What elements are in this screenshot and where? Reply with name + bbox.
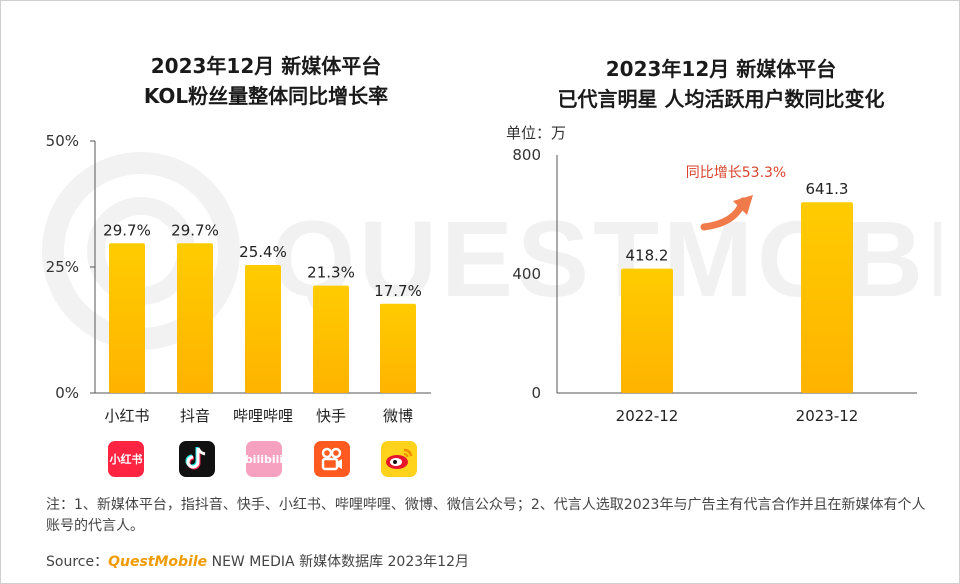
- right-ytick-label: 800: [512, 146, 541, 164]
- douyin-note-glyph: [185, 447, 206, 470]
- right-ytick-label: 0: [531, 384, 541, 402]
- right-title-line1: 2023年12月 新媒体平台: [605, 57, 837, 81]
- kuaishou-camera-glyph: [321, 447, 342, 471]
- left-bar-chart: 0% 25% 50% 29.7% 小红书 29.7% 抖音 25.4% 哔哩哔哩 21.3% 快手 1…: [46, 132, 431, 425]
- left-value-label: 21.3%: [307, 264, 355, 282]
- left-value-label: 29.7%: [171, 221, 219, 239]
- left-category-label: 抖音: [180, 407, 210, 425]
- left-bar: [313, 285, 349, 393]
- left-title-line2: KOL粉丝量整体同比增长率: [143, 84, 389, 108]
- bilibili-logo-text: bilibili: [246, 452, 282, 466]
- source-line: Source：QuestMobile NEW MEDIA 新媒体数据库 2023…: [46, 551, 469, 571]
- source-prefix: Source：: [46, 554, 109, 570]
- left-value-label: 29.7%: [103, 221, 151, 239]
- left-category-label: 哔哩哔哩: [233, 407, 293, 425]
- left-ytick-label: 50%: [46, 132, 79, 150]
- source-brand: QuestMobile: [108, 554, 208, 570]
- right-category-label: 2023-12: [796, 407, 859, 425]
- right-bar: [801, 202, 853, 393]
- left-ytick-label: 0%: [55, 384, 79, 402]
- weibo-logo-icon: [381, 441, 417, 477]
- right-value-label: 418.2: [626, 247, 669, 265]
- left-ytick-label: 25%: [46, 258, 79, 276]
- growth-arrow-icon: [700, 195, 753, 231]
- unit-label: 单位：万: [506, 124, 567, 142]
- left-category-label: 小红书: [104, 407, 149, 425]
- left-bar: [380, 303, 416, 393]
- douyin-logo-icon: [179, 441, 215, 477]
- growth-annotation: 同比增长53.3%: [686, 165, 786, 181]
- left-bar: [245, 264, 281, 393]
- left-chart-title: 2023年12月 新媒体平台 KOL粉丝量整体同比增长率: [61, 51, 471, 111]
- source-rest: NEW MEDIA 新媒体数据库 2023年12月: [207, 554, 469, 570]
- left-value-label: 17.7%: [374, 282, 422, 300]
- right-ytick-label: 400: [512, 265, 541, 283]
- right-title-line2: 已代言明星 人均活跃用户数同比变化: [557, 87, 885, 111]
- xiaohongshu-logo-text: 小红书: [109, 453, 143, 466]
- right-category-label: 2022-12: [616, 407, 679, 425]
- footnote: 注：1、新媒体平台，指抖音、快手、小红书、哔哩哔哩、微博、微信公众号；2、代言人…: [46, 497, 926, 534]
- left-category-label: 微博: [383, 407, 413, 425]
- bilibili-logo-icon: bilibili: [246, 441, 282, 477]
- left-title-line1: 2023年12月 新媒体平台: [150, 54, 382, 78]
- xiaohongshu-logo-icon: 小红书: [108, 441, 144, 477]
- left-bar: [177, 243, 213, 393]
- right-chart-title: 2023年12月 新媒体平台 已代言明星 人均活跃用户数同比变化: [511, 54, 931, 114]
- left-category-label: 快手: [316, 407, 346, 425]
- left-bar: [109, 243, 145, 393]
- right-value-label: 641.3: [806, 180, 849, 198]
- right-bar: [621, 268, 673, 393]
- right-bar-chart: 0 400 800 418.2 2022-12 641.3 2023-12: [512, 146, 917, 425]
- weibo-eye-glyph: [386, 448, 413, 469]
- kuaishou-logo-icon: [314, 441, 350, 477]
- left-value-label: 25.4%: [239, 243, 287, 261]
